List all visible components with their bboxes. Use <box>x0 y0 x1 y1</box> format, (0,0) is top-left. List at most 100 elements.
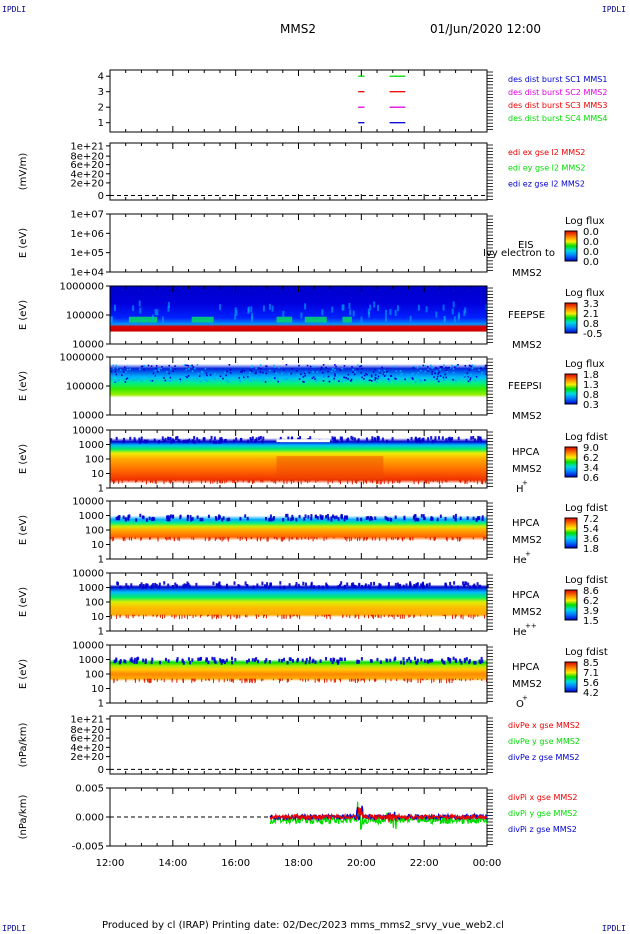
heatmap-speckle <box>127 585 130 590</box>
legend-divpi-2: divPi z gse MMS2 <box>508 825 577 834</box>
heatmap-speckle <box>251 312 254 319</box>
heatmap-speckle <box>454 366 456 368</box>
heatmap-speckle <box>350 378 353 381</box>
heatmap-speckle <box>235 437 238 441</box>
heatmap-speckle <box>340 581 343 585</box>
heatmap-speckle <box>212 581 215 586</box>
heatmap-speckle <box>358 582 361 587</box>
heatmap-speckle <box>186 517 189 522</box>
heatmap-speckle <box>377 436 380 440</box>
heatmap-speckle <box>139 513 142 518</box>
colorbar-tick-eis: 0.0 <box>583 227 599 238</box>
heatmap-speckle <box>459 658 462 663</box>
heatmap-speckle <box>110 370 113 373</box>
heatmap-speckle <box>361 367 363 370</box>
legend-edi-0: edi ex gse l2 MMS2 <box>508 148 585 157</box>
colorbar-tick-eis: 0.0 <box>583 237 599 248</box>
heatmap-speckle <box>340 515 343 520</box>
heatmap-speckle <box>124 381 127 383</box>
heatmap-hpca_o <box>110 645 487 703</box>
heatmap-speckle <box>223 660 226 665</box>
heatmap-speckle <box>425 583 428 588</box>
y-tick-label-hpca_o: 10 <box>91 684 104 695</box>
heatmap-speckle <box>316 378 319 381</box>
heatmap-speckle <box>279 436 282 441</box>
heatmap-speckle <box>369 304 372 311</box>
legend-edi-2: edi ez gse l2 MMS2 <box>508 179 585 188</box>
heatmap-speckle <box>418 437 421 441</box>
heatmap-speckle <box>310 517 313 521</box>
overlay-label-eis: Ivy electron to <box>483 248 555 259</box>
heatmap-speckle <box>221 439 224 443</box>
heatmap-speckle <box>287 436 290 441</box>
heatmap-speckle <box>437 373 439 375</box>
heatmap-speckle <box>166 517 169 522</box>
y-tick-label-edi: 0 <box>98 191 104 202</box>
heatmap-speckle <box>444 517 447 521</box>
heatmap-speckle <box>225 374 227 377</box>
heatmap-speckle <box>117 367 120 370</box>
heatmap-speckle <box>394 583 397 587</box>
heatmap-speckle <box>220 661 223 665</box>
y-axis-label-hpca_h: E (eV) <box>18 444 29 474</box>
heatmap-speckle <box>343 657 346 662</box>
heatmap-speckle <box>300 373 302 376</box>
heatmap-speckle <box>469 379 471 381</box>
heatmap-speckle <box>265 517 268 521</box>
heatmap-speckle <box>414 518 417 522</box>
heatmap-speckle <box>168 515 171 519</box>
heatmap-speckle <box>169 514 172 518</box>
heatmap-speckle <box>455 379 457 382</box>
heatmap-speckle <box>245 584 248 588</box>
heatmap-speckle <box>455 364 458 367</box>
heatmap-speckle <box>352 584 355 589</box>
heatmap-speckle <box>206 374 208 377</box>
heatmap-speckle <box>274 366 276 368</box>
heatmap-speckle <box>429 659 432 663</box>
heatmap-speckle <box>265 658 268 662</box>
heatmap-hpca_he2 <box>110 573 487 631</box>
heatmap-speckle <box>478 584 481 589</box>
heatmap-speckle <box>176 657 179 661</box>
colorbar-tick-hpca_he2: 3.9 <box>583 606 599 617</box>
heatmap-speckle <box>365 372 367 375</box>
instrument-label-feepse: FEEPSE <box>508 310 545 321</box>
heatmap-speckle <box>325 366 327 369</box>
heatmap-speckle <box>314 378 316 380</box>
heatmap-speckle <box>434 438 437 443</box>
heatmap-speckle <box>171 584 174 589</box>
y-tick-label-hpca_h: 10000 <box>72 426 104 437</box>
heatmap-speckle <box>348 303 351 310</box>
heatmap-speckle <box>327 370 329 373</box>
heatmap-speckle <box>240 437 243 442</box>
heatmap-speckle <box>441 366 443 369</box>
time-tick-label-3: 18:00 <box>284 858 313 869</box>
heatmap-speckle <box>470 365 473 368</box>
heatmap-speckle <box>415 439 418 443</box>
heatmap-speckle <box>303 372 306 375</box>
heatmap-speckle <box>434 378 436 381</box>
colorbar-hpca_h <box>564 446 578 478</box>
heatmap-speckle <box>466 372 469 374</box>
sc-label-feepsi: MMS2 <box>512 411 542 422</box>
heatmap-speckle <box>302 380 304 383</box>
heatmap-speckle <box>331 660 334 665</box>
heatmap-speckle <box>171 515 174 519</box>
heatmap-speckle <box>234 313 237 320</box>
heatmap-speckle <box>291 367 293 370</box>
colorbar-hpca_he1 <box>564 517 578 549</box>
species-label-hpca_h: H <box>516 484 524 495</box>
heatmap-speckle <box>189 515 192 519</box>
heatmap-speckle <box>200 656 203 661</box>
heatmap-speckle <box>261 439 264 444</box>
heatmap-speckle <box>209 374 212 376</box>
heatmap-speckle <box>334 364 336 366</box>
y-tick-label-eis: 1e+05 <box>70 248 104 259</box>
heatmap-speckle <box>219 439 222 444</box>
y-tick-label-hpca_h: 1000 <box>79 440 104 451</box>
heatmap-speckle <box>389 658 392 663</box>
y-tick-label-hpca_he2: 1000 <box>79 583 104 594</box>
heatmap-speckle <box>298 378 301 380</box>
heatmap-speckle <box>437 380 440 383</box>
heatmap-speckle <box>188 438 191 443</box>
